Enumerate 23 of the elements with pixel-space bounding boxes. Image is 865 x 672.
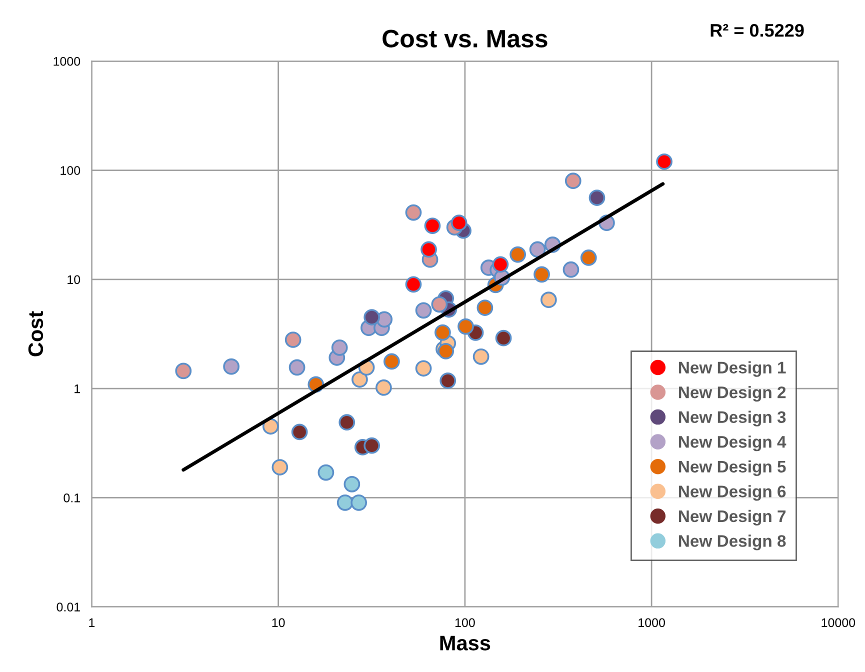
y-tick-label: 1000 [54,56,80,66]
x-tick-label: 1 [89,618,95,627]
x-axis-title: Mass [440,636,490,650]
legend-label: New Design 2 [679,386,786,402]
chart-title: Cost vs. Mass [382,30,548,48]
y-tick-label: 100 [60,166,80,175]
legend-label: New Design 6 [679,485,786,501]
y-tick-label: 10 [68,275,80,284]
y-axis-title: Cost [28,311,44,356]
text: R² = 0.5229 [710,24,804,37]
legend-label: New Design 7 [679,510,786,526]
y-tick-label: 0.1 [64,493,80,502]
y-tick-label: 1 [74,384,80,394]
x-tick-label: 100 [455,618,475,628]
x-tick-label: 10000 [822,618,856,628]
legend-label: New Design 8 [679,534,786,550]
y-tick-label: 0.01 [56,602,80,612]
legend-label: New Design 3 [679,410,786,426]
x-tick-label: 10 [272,618,285,628]
legend-label: New Design 1 [679,361,786,377]
legend-label: New Design 5 [679,460,786,476]
x-tick-label: 1000 [638,618,665,628]
legend-label: New Design 4 [679,436,786,452]
